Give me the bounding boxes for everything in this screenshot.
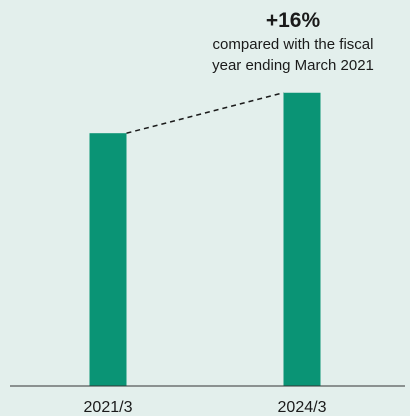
- change-percent-label: +16%: [265, 9, 321, 32]
- change-note-line-1: compared with the fiscal: [212, 36, 374, 53]
- bar-2021-3: [89, 133, 127, 386]
- x-tick-label-2021-3: 2021/3: [84, 399, 133, 416]
- change-annotation: +16% compared with the fiscal year endin…: [180, 8, 406, 76]
- bars-layer: [89, 92, 321, 386]
- bar-2024-3: [283, 92, 321, 386]
- x-tick-label-2024-3: 2024/3: [278, 399, 327, 416]
- x-tick-labels: 2021/3 2024/3: [84, 399, 327, 416]
- change-note-line-2: year ending March 2021: [212, 57, 374, 74]
- change-connector-line: [126, 92, 284, 134]
